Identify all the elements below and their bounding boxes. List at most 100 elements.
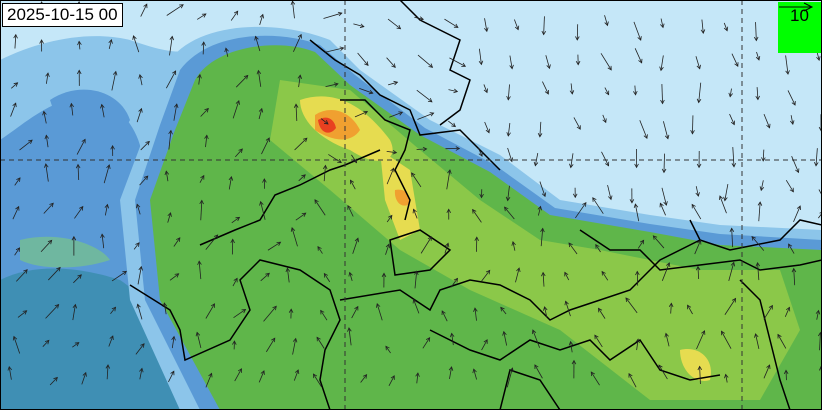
wind-vector xyxy=(166,4,184,16)
wind-vector xyxy=(195,331,202,349)
wind-vector xyxy=(575,201,587,219)
wind-vector xyxy=(472,368,477,380)
wind-vector xyxy=(659,55,664,72)
wind-vector xyxy=(729,227,735,248)
border-line xyxy=(339,239,701,321)
wind-vector xyxy=(14,177,21,186)
wind-vector xyxy=(266,337,276,353)
wind-vector xyxy=(700,19,706,34)
wind-vector xyxy=(7,365,13,380)
wind-legend: 10 xyxy=(778,2,821,53)
wind-vector xyxy=(11,82,19,89)
wind-vector xyxy=(232,100,240,119)
wind-vector xyxy=(386,57,396,68)
wind-vector xyxy=(259,200,266,220)
wind-vector xyxy=(45,72,50,84)
wind-vector xyxy=(604,15,609,27)
wind-vector xyxy=(43,202,54,214)
wind-vector xyxy=(258,107,264,120)
wind-vector xyxy=(783,369,789,381)
wind-vector xyxy=(543,306,548,318)
wind-vector xyxy=(481,269,491,282)
wind-vector xyxy=(813,148,819,167)
wind-vector xyxy=(290,227,298,247)
wind-vector xyxy=(71,235,77,256)
wind-vector xyxy=(204,134,209,148)
wind-vector xyxy=(484,121,490,134)
wind-vector xyxy=(353,23,365,28)
wind-vector xyxy=(564,271,570,281)
wind-vector xyxy=(259,13,265,25)
wind-vector xyxy=(731,53,739,67)
border-line xyxy=(199,149,381,246)
wind-arrow-icon xyxy=(779,2,814,12)
wind-vector xyxy=(110,144,115,156)
wind-vector xyxy=(133,242,140,250)
wind-vector xyxy=(44,163,49,182)
wind-vector xyxy=(347,204,354,217)
wind-vector xyxy=(72,342,80,348)
wind-vector xyxy=(293,33,302,52)
wind-vector xyxy=(260,272,270,282)
wind-vector xyxy=(140,140,150,151)
wind-vector xyxy=(412,208,418,219)
border-line xyxy=(689,219,822,251)
wind-vector xyxy=(412,298,420,314)
wind-vector xyxy=(75,163,81,181)
wind-vector xyxy=(45,303,60,319)
field-red xyxy=(318,117,336,133)
wind-vector xyxy=(505,185,511,202)
wind-vector xyxy=(600,53,612,71)
wind-vector xyxy=(387,80,399,86)
field-orange xyxy=(394,189,410,206)
wind-vector xyxy=(76,69,82,86)
wind-vector xyxy=(12,205,20,220)
wind-vector xyxy=(731,147,737,168)
wind-vector xyxy=(136,303,143,320)
wind-vector xyxy=(42,339,50,347)
wind-vector xyxy=(224,47,229,57)
wind-vector xyxy=(290,0,296,19)
wind-vector xyxy=(231,216,241,224)
wind-vector xyxy=(386,167,395,185)
wind-vector xyxy=(564,300,571,317)
wind-vector xyxy=(817,211,822,219)
wind-vector xyxy=(167,212,172,223)
wind-vector xyxy=(199,174,205,183)
wind-vector xyxy=(601,151,610,167)
wind-vector xyxy=(514,19,520,31)
wind-vector xyxy=(320,309,328,321)
wind-vector xyxy=(416,146,428,152)
wind-vector xyxy=(695,265,701,280)
wind-vector xyxy=(414,270,419,289)
wind-vector xyxy=(111,70,118,91)
wind-vector xyxy=(537,205,543,216)
wind-vector xyxy=(19,139,33,151)
wind-vector xyxy=(724,373,729,383)
wind-vector xyxy=(416,89,433,103)
wind-vector xyxy=(696,82,702,104)
wind-vector xyxy=(694,239,702,255)
wind-vector xyxy=(450,277,458,288)
wind-vector xyxy=(76,138,86,155)
wind-vector xyxy=(788,243,795,254)
wind-vector xyxy=(350,179,356,190)
wind-vector xyxy=(386,149,398,155)
wind-vector xyxy=(661,153,667,174)
borders xyxy=(129,0,822,410)
wind-vector xyxy=(569,153,574,169)
wind-vector xyxy=(479,189,484,199)
wind-vector xyxy=(317,246,323,254)
wind-vector xyxy=(313,373,322,388)
wind-vector xyxy=(352,237,360,254)
wind-vector xyxy=(16,269,28,282)
wind-vector xyxy=(17,310,28,318)
wind-vector xyxy=(12,335,21,354)
wind-vector xyxy=(14,247,21,256)
wind-vector xyxy=(69,102,75,116)
wind-vector xyxy=(325,82,339,88)
wind-vector xyxy=(375,303,383,321)
wind-vector xyxy=(196,13,207,20)
wind-vector xyxy=(386,214,393,223)
